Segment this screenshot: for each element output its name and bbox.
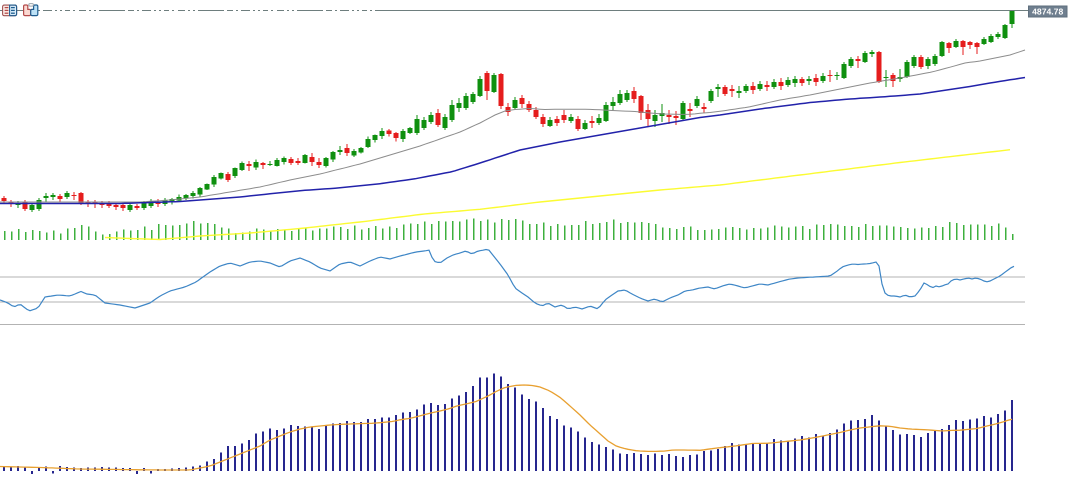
svg-text:4874.78: 4874.78 bbox=[1032, 7, 1063, 17]
